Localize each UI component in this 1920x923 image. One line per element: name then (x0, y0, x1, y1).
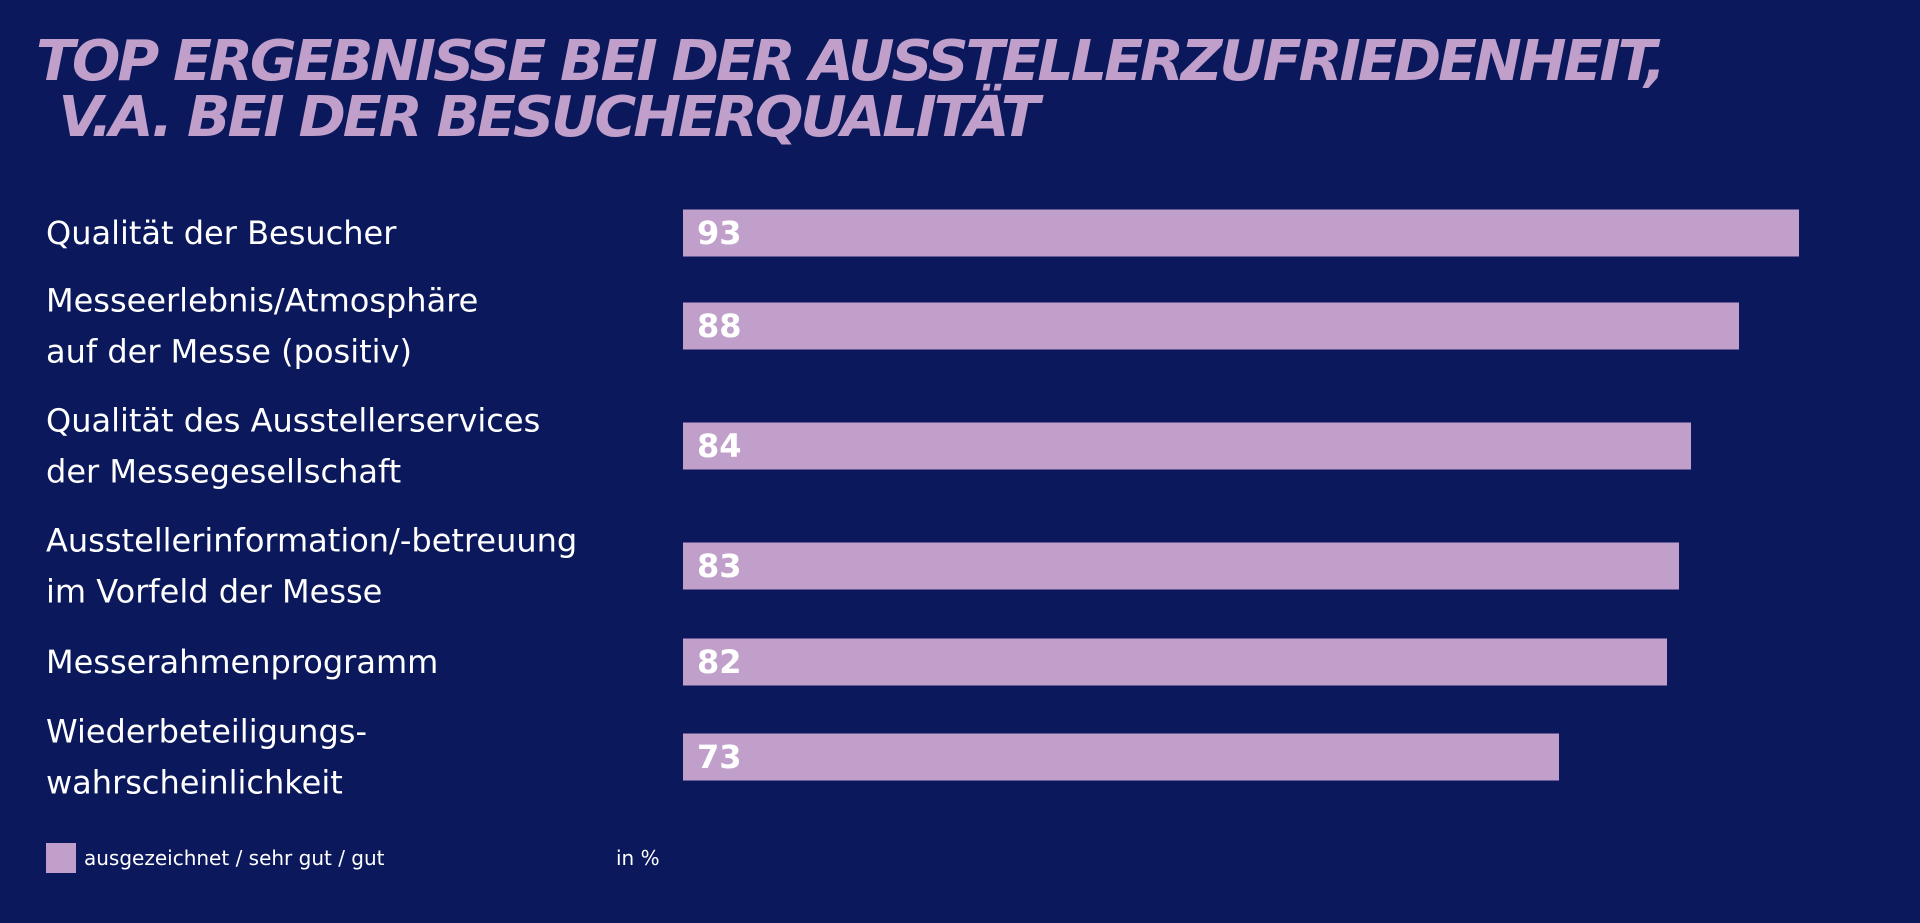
chart-title-line-2: V.A. BEI DER BESUCHERQUALITÄT (58, 85, 1039, 150)
category-label-1-line-1: Qualität der Besucher (46, 214, 397, 252)
category-label-5-line-1: Messerahmenprogramm (46, 643, 438, 681)
bar-4 (683, 542, 1679, 590)
category-label-4-line-1: Ausstellerinformation/-betreuung (46, 522, 577, 560)
bar-value-label-1: 93 (697, 214, 742, 252)
category-label-2-line-2: auf der Messe (positiv) (46, 333, 412, 371)
bar-value-label-2: 88 (697, 307, 742, 345)
bar-3 (683, 422, 1691, 470)
unit-label: in % (616, 846, 660, 870)
chart-title-line-1: TOP ERGEBNISSE BEI DER AUSSTELLERZUFRIED… (36, 29, 1666, 94)
category-label-6-line-1: Wiederbeteiligungs- (46, 713, 367, 751)
bar-5 (683, 638, 1667, 686)
category-label-2-line-1: Messeerlebnis/Atmosphäre (46, 282, 478, 320)
bar-value-label-3: 84 (697, 427, 742, 465)
bar-value-label-4: 83 (697, 547, 742, 585)
legend: ausgezeichnet / sehr gut / gut (46, 843, 385, 873)
bar-value-label-6: 73 (697, 738, 742, 776)
bar-value-label-5: 82 (697, 643, 742, 681)
category-label-6-line-2: wahrscheinlichkeit (46, 764, 343, 802)
legend-label: ausgezeichnet / sehr gut / gut (84, 846, 385, 870)
legend-swatch (46, 843, 76, 873)
bar-2 (683, 302, 1739, 350)
chart-title: TOP ERGEBNISSE BEI DER AUSSTELLERZUFRIED… (36, 29, 1666, 150)
category-label-4-line-2: im Vorfeld der Messe (46, 573, 382, 611)
bar-1 (683, 209, 1799, 257)
category-label-3-line-1: Qualität des Ausstellerservices (46, 402, 540, 440)
category-label-3-line-2: der Messegesellschaft (46, 453, 401, 491)
bar-6 (683, 733, 1559, 781)
